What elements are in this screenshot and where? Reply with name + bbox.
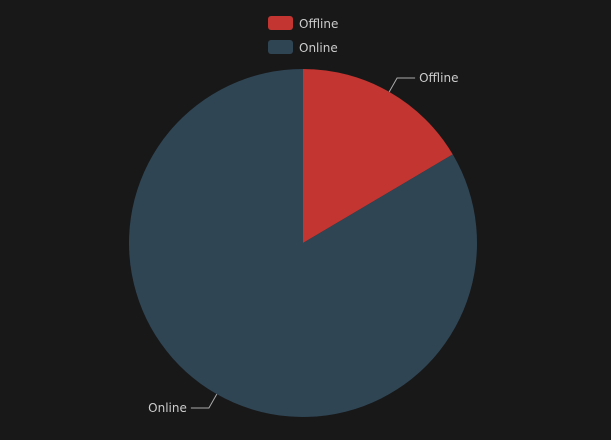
legend-swatch-offline (268, 16, 293, 30)
pie-slice-online[interactable] (128, 69, 477, 417)
leader-line-offline (388, 77, 416, 93)
legend-item-online[interactable]: Online (268, 40, 338, 55)
legend: Offline Online (268, 16, 338, 55)
slice-labels: Offline Online (148, 71, 458, 415)
slice-label-offline: Offline (419, 71, 458, 85)
legend-swatch-online (268, 40, 293, 54)
pie-slices (128, 69, 477, 417)
legend-item-offline[interactable]: Offline (268, 16, 338, 31)
pie-slice-offline[interactable] (303, 69, 453, 243)
legend-label-offline: Offline (299, 17, 338, 31)
slice-label-online: Online (148, 401, 187, 415)
legend-label-online: Online (299, 41, 338, 55)
leader-line-online (190, 393, 218, 409)
